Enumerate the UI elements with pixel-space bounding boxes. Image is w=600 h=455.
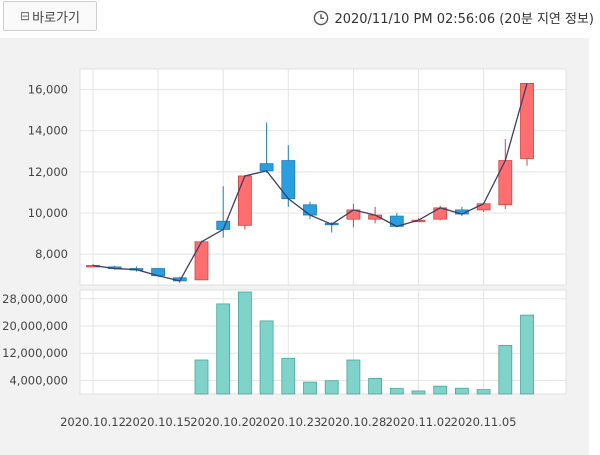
volume-tick-label: 4,000,000 xyxy=(9,373,68,387)
volume-bar xyxy=(194,359,209,395)
x-tick-label: 2020.11.02 xyxy=(386,415,452,429)
volume-bar xyxy=(237,291,252,395)
volume-bar xyxy=(389,388,404,395)
candle-up xyxy=(237,175,252,226)
volume-bar xyxy=(259,320,274,395)
x-tick-label: 2020.10.28 xyxy=(320,415,386,429)
volume-panel: 4,000,000 12,000,000 20,000,000 28,000,000 xyxy=(2,289,567,395)
price-panel: 8,000 10,000 12,000 14,000 16,000 xyxy=(28,68,567,286)
volume-bar xyxy=(498,344,513,395)
stock-chart: 8,000 10,000 12,000 14,000 16,000 4,000,000 1… xyxy=(2,68,567,429)
volume-bar xyxy=(216,303,231,395)
toolbar: ⊟ 바로가기 2020/11/10 PM 02:56:06 (20분 지연 정보… xyxy=(0,0,600,36)
price-tick-label: 16,000 xyxy=(28,83,68,97)
volume-bar xyxy=(303,381,317,395)
price-plot-area xyxy=(79,68,567,286)
x-axis: 2020.10.12 2020.10.15 2020.10.20 2020.10.23… xyxy=(60,415,516,429)
candle-down xyxy=(259,163,274,172)
volume-bar xyxy=(520,314,534,395)
volume-tick-label: 28,000,000 xyxy=(2,292,68,306)
x-tick-label: 2020.10.20 xyxy=(190,415,256,429)
price-tick-label: 12,000 xyxy=(28,165,68,179)
volume-tick-label: 12,000,000 xyxy=(2,346,68,360)
chart-container: 8,000 10,000 12,000 14,000 16,000 4,000,000 1… xyxy=(0,38,589,455)
price-tick-label: 8,000 xyxy=(35,247,68,261)
candle-up xyxy=(520,83,534,159)
volume-bar xyxy=(346,359,361,395)
volume-tick-label: 20,000,000 xyxy=(2,319,68,333)
timestamp: 2020/11/10 PM 02:56:06 (20분 지연 정보) xyxy=(313,8,594,27)
volume-bar xyxy=(454,387,469,395)
volume-plot-area xyxy=(79,289,567,395)
x-tick-label: 2020.10.23 xyxy=(255,415,321,429)
x-tick-label: 2020.10.15 xyxy=(125,415,191,429)
shortcut-button[interactable]: ⊟ 바로가기 xyxy=(3,1,97,31)
timestamp-text: 2020/11/10 PM 02:56:06 (20분 지연 정보) xyxy=(334,12,594,27)
volume-bar xyxy=(411,390,426,395)
candle-up xyxy=(498,160,513,206)
price-tick-label: 10,000 xyxy=(28,206,68,220)
clock-icon xyxy=(314,10,329,25)
candle-up xyxy=(476,203,491,211)
shortcut-icon: ⊟ xyxy=(20,9,31,23)
volume-bar xyxy=(368,377,383,395)
candle-up xyxy=(194,241,209,281)
price-tick-label: 14,000 xyxy=(28,124,68,138)
shortcut-label: 바로가기 xyxy=(32,10,80,26)
volume-bar xyxy=(433,385,448,395)
x-tick-label: 2020.10.12 xyxy=(60,415,126,429)
x-tick-label: 2020.11.05 xyxy=(451,415,517,429)
close-price-line xyxy=(92,83,528,282)
volume-bar xyxy=(281,357,296,395)
volume-bar xyxy=(324,380,339,395)
volume-bar xyxy=(476,389,491,395)
candle-down xyxy=(303,204,317,216)
